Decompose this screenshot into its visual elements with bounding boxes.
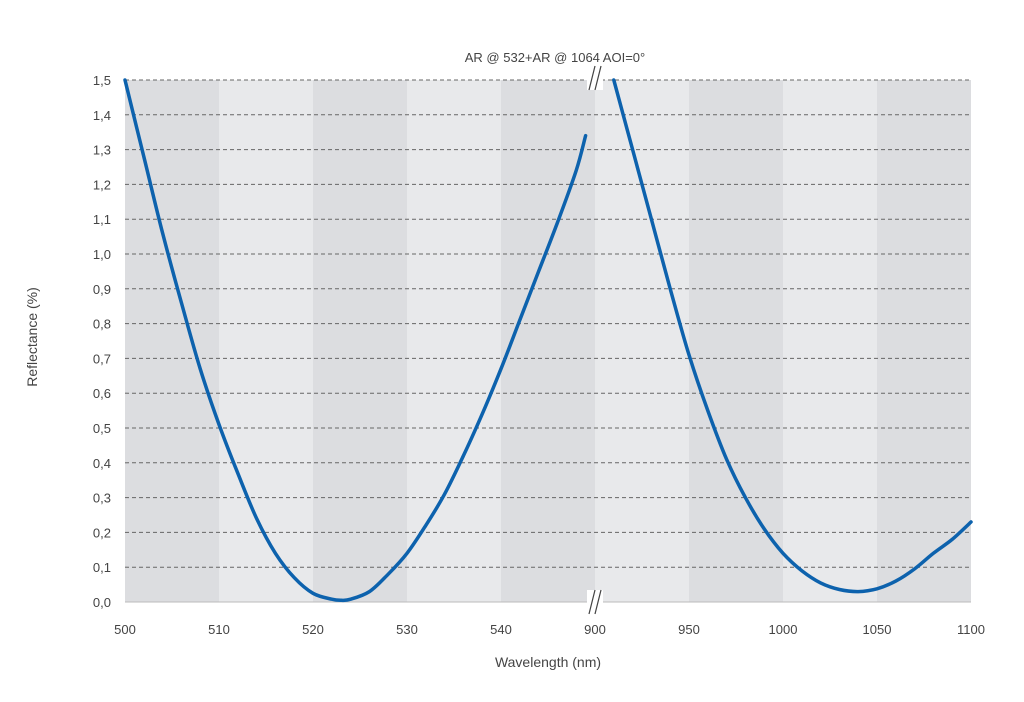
axis-break-mark [594, 65, 602, 91]
background-band [595, 80, 689, 602]
y-tick-label: 0,6 [93, 386, 111, 401]
y-tick-label: 0,3 [93, 491, 111, 506]
series-line [612, 78, 973, 594]
x-tick-label: 1100 [957, 622, 985, 637]
y-tick-label: 0,1 [93, 560, 111, 575]
background-band [407, 80, 501, 602]
series-group [123, 78, 973, 603]
y-tick-label: 1,0 [93, 247, 111, 262]
x-tick-label: 1000 [769, 622, 798, 637]
y-tick-label: 1,3 [93, 143, 111, 158]
axis-break-mark [588, 65, 596, 91]
axis-break-mark [588, 589, 596, 615]
background-band [313, 80, 407, 602]
y-tick-label: 0,4 [93, 456, 111, 471]
chart-title: AR @ 532+AR @ 1064 AOI=0° [465, 50, 645, 65]
axis-break-mark [594, 589, 602, 615]
y-tick-label: 0,9 [93, 282, 111, 297]
background-band [689, 80, 783, 602]
x-tick-label: 530 [396, 622, 418, 637]
y-tick-label: 0,8 [93, 317, 111, 332]
y-tick-label: 0,0 [93, 595, 111, 610]
background-band [783, 80, 877, 602]
y-axis-title: Reflectance (%) [24, 287, 40, 387]
x-tick-label: 1050 [863, 622, 892, 637]
x-tick-label: 950 [678, 622, 700, 637]
y-tick-label: 0,7 [93, 351, 111, 366]
y-tick-label: 1,4 [93, 108, 111, 123]
y-tick-label: 1,1 [93, 212, 111, 227]
x-tick-label: 900 [584, 622, 606, 637]
gridlines [125, 79, 971, 603]
background-bands [125, 80, 971, 602]
y-tick-label: 1,2 [93, 177, 111, 192]
series-line [123, 78, 588, 603]
x-tick-label: 520 [302, 622, 324, 637]
y-tick-label: 0,2 [93, 525, 111, 540]
x-tick-label: 500 [114, 622, 136, 637]
x-tick-label: 510 [208, 622, 230, 637]
axis-breaks [587, 65, 603, 615]
x-tick-labels: 500 510 520 530 540 900 950 1000 1050 1100 [114, 622, 985, 637]
background-band [501, 80, 595, 602]
background-band [125, 80, 219, 602]
background-band [877, 80, 971, 602]
x-tick-label: 540 [490, 622, 512, 637]
background-band [219, 80, 313, 602]
x-axis-title: Wavelength (nm) [495, 654, 601, 670]
y-tick-label: 0,5 [93, 421, 111, 436]
y-tick-labels: 0,0 0,1 0,2 0,3 0,4 0,5 0,6 0,7 0,8 0,9 1,0 1,1 1,2 1… [93, 73, 111, 610]
y-tick-label: 1,5 [93, 73, 111, 88]
